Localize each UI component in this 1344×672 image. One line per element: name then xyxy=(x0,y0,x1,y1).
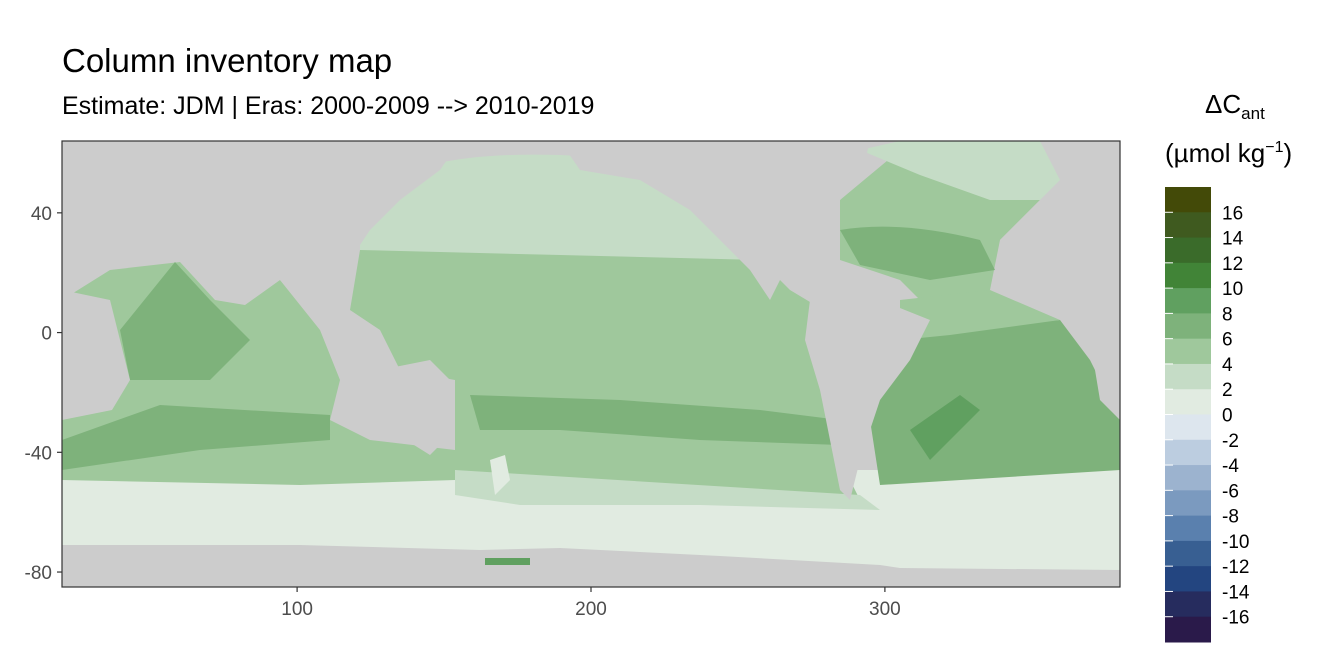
ocean-ross-sea xyxy=(485,558,530,565)
legend-label: 0 xyxy=(1222,406,1233,427)
legend-swatch xyxy=(1165,212,1211,239)
map-panel xyxy=(62,141,1120,587)
y-tick-label: 40 xyxy=(31,204,52,225)
ocean-labrador-sea xyxy=(860,141,1100,200)
legend-units-suffix: ) xyxy=(1283,138,1292,168)
legend-swatch xyxy=(1165,414,1211,441)
legend-label: -4 xyxy=(1222,456,1239,477)
legend-label: 12 xyxy=(1222,254,1243,275)
ocean-south-pacific-band xyxy=(455,470,880,510)
legend-swatch xyxy=(1165,313,1211,340)
ocean-pacific-band xyxy=(470,395,840,445)
legend-title-sub: ant xyxy=(1241,104,1265,123)
legend-title-main: ΔC xyxy=(1205,89,1241,119)
legend-swatch xyxy=(1165,540,1211,567)
legend-swatch xyxy=(1165,616,1211,643)
legend-swatch xyxy=(1165,288,1211,314)
legend: ΔCant (µmol kg−1) 16 14 12 10 8 6 4 2 0 -2 -4 -6 -8 -… xyxy=(1165,89,1292,643)
legend-label: -2 xyxy=(1222,431,1239,452)
legend-label: 14 xyxy=(1222,229,1244,250)
legend-label: 2 xyxy=(1222,380,1233,401)
y-tick-label: 0 xyxy=(41,324,52,345)
legend-title: ΔCant xyxy=(1205,89,1265,123)
legend-label: 8 xyxy=(1222,304,1233,325)
ocean-indian-south-band xyxy=(62,405,330,470)
land-south-america xyxy=(805,300,930,500)
legend-label: -16 xyxy=(1222,608,1249,629)
legend-swatch xyxy=(1165,490,1211,517)
legend-label: -14 xyxy=(1222,582,1250,603)
land-asia xyxy=(62,141,460,300)
legend-units: (µmol kg−1) xyxy=(1165,138,1292,168)
legend-swatch xyxy=(1165,363,1211,390)
ocean-indian-strong xyxy=(120,262,250,380)
x-tick-label: 200 xyxy=(575,599,607,620)
land-africa xyxy=(62,290,130,420)
legend-swatch xyxy=(1165,591,1211,618)
legend-label: 6 xyxy=(1222,330,1233,351)
y-tick-label: -80 xyxy=(25,563,52,584)
legend-label: -10 xyxy=(1222,532,1249,553)
legend-swatch xyxy=(1165,262,1211,289)
ocean-atlantic-tropics xyxy=(900,290,1060,340)
land-australia xyxy=(340,360,455,455)
land-north-america xyxy=(560,141,870,300)
legend-units-prefix: (µmol kg xyxy=(1165,138,1265,168)
land-antarctica xyxy=(62,545,1120,587)
legend-label: 16 xyxy=(1222,203,1243,224)
land-europe-africa xyxy=(1000,141,1120,420)
ocean-north-atlantic-strong xyxy=(840,226,995,280)
legend-swatch xyxy=(1165,338,1211,365)
chart-subtitle: Estimate: JDM | Eras: 2000-2009 --> 2010… xyxy=(62,92,595,120)
legend-label: -6 xyxy=(1222,481,1239,502)
y-tick-label: -40 xyxy=(25,443,52,464)
legend-units-sup: −1 xyxy=(1265,139,1283,156)
legend-swatch xyxy=(1165,465,1211,491)
legend-label: 4 xyxy=(1222,355,1233,376)
legend-swatch xyxy=(1165,566,1211,592)
land-new-zealand xyxy=(490,455,510,495)
ocean-atlantic-strong-streak xyxy=(910,395,980,460)
legend-label: -8 xyxy=(1222,507,1239,528)
x-tick-label: 300 xyxy=(869,599,901,620)
legend-label: -12 xyxy=(1222,557,1249,578)
legend-swatch xyxy=(1165,237,1211,264)
legend-swatch xyxy=(1165,439,1211,466)
legend-swatch xyxy=(1165,515,1211,542)
legend-swatch xyxy=(1165,187,1211,213)
legend-label: 10 xyxy=(1222,279,1243,300)
legend-swatch xyxy=(1165,389,1211,415)
chart-title: Column inventory map xyxy=(62,42,393,79)
x-tick-label: 100 xyxy=(281,599,313,620)
